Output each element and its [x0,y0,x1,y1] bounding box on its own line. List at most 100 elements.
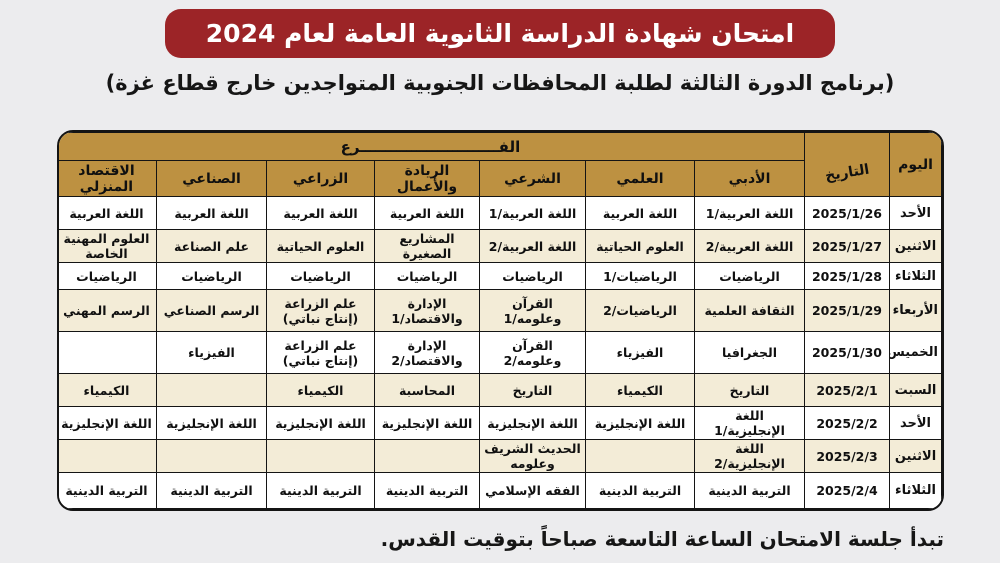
schedule-table-container: اليوم التاريخ الفـــــــــــــــــــــــ… [57,130,944,511]
branch-header-agricultural: الزراعي [266,160,375,197]
day-cell: الاثنين [889,439,942,473]
schedule-table: اليوم التاريخ الفـــــــــــــــــــــــ… [59,132,942,509]
day-cell: الأربعاء [889,289,942,332]
subject-cell: التاريخ [694,373,805,407]
subject-cell: القرآن وعلومه/1 [479,289,586,332]
subject-cell: اللغة العربية/2 [694,229,805,263]
subject-cell: الرسم الصناعي [156,289,267,332]
branch-header-literary: الأدبي [694,160,805,197]
subject-cell: الإدارة والاقتصاد/1 [374,289,480,332]
subject-cell: اللغة الإنجليزية/1 [694,406,805,440]
subject-cell: اللغة العربية [374,196,480,230]
table-row: الاثنين 2025/1/27 اللغة العربية/2 العلوم… [59,229,942,263]
subject-cell: اللغة الإنجليزية [585,406,695,440]
subject-cell: التربية الدينية [266,472,375,509]
subject-cell: الكيمياء [59,373,158,407]
subject-cell: الرياضيات [374,262,480,290]
subject-cell: اللغة العربية [266,196,375,230]
subject-cell: الرسم المهني [59,289,158,332]
subject-cell: اللغة العربية [156,196,267,230]
subject-cell: التربية الدينية [59,472,158,509]
subject-cell: التربية الدينية [694,472,805,509]
branch-header-sharia: الشرعي [479,160,586,197]
table-row: الخميس 2025/1/30 الجغرافيا الفيزياء القر… [59,331,942,374]
table-row: الاثنين 2025/2/3 اللغة الإنجليزية/2 الحد… [59,439,942,473]
day-cell: الأحد [889,406,942,440]
date-cell: 2025/1/29 [804,289,890,332]
subject-cell: الكيمياء [585,373,695,407]
exam-title: امتحان شهادة الدراسة الثانوية العامة لعا… [205,19,795,48]
subject-cell: علم الزراعة (إنتاج نباتي) [266,331,375,374]
subject-cell: التربية الدينية [374,472,480,509]
exam-time-note: تبدأ جلسة الامتحان الساعة التاسعة صباحاً… [380,527,944,551]
subject-cell: اللغة العربية/1 [694,196,805,230]
subject-cell [59,439,158,473]
subject-cell: الفقه الإسلامي [479,472,586,509]
branch-header-home-economics: الاقتصاد المنزلي [59,160,158,197]
subject-cell [59,331,158,374]
subject-cell: اللغة الإنجليزية/2 [694,439,805,473]
table-row: الثلاثاء 2025/2/4 التربية الدينية التربي… [59,472,942,509]
subject-cell: الرياضيات [156,262,267,290]
subject-cell: الفيزياء [585,331,695,374]
subject-cell: الجغرافيا [694,331,805,374]
subject-cell: اللغة الإنجليزية [156,406,267,440]
table-row: الأحد 2025/2/2 اللغة الإنجليزية/1 اللغة … [59,406,942,440]
subject-cell: الإدارة والاقتصاد/2 [374,331,480,374]
subject-cell: المحاسبة [374,373,480,407]
subject-cell: اللغة العربية/1 [479,196,586,230]
subject-cell: التربية الدينية [156,472,267,509]
date-cell: 2025/2/3 [804,439,890,473]
day-cell: الثلاثاء [889,472,942,509]
branch-header-scientific: العلمي [585,160,695,197]
day-cell: الاثنين [889,229,942,263]
subject-cell: العلوم المهنية الخاصة [59,229,158,263]
subject-cell [156,439,267,473]
subject-cell: الرياضيات [694,262,805,290]
branch-group-header: الفـــــــــــــــــــــــــــرع [59,132,806,161]
subject-cell: العلوم الحياتية [266,229,375,263]
subject-cell: المشاريع الصغيرة [374,229,480,263]
branch-header-entrepreneurship: الريادة والأعمال [374,160,480,197]
exam-title-banner: امتحان شهادة الدراسة الثانوية العامة لعا… [165,9,835,58]
subject-cell: الرياضيات [479,262,586,290]
subject-cell: الرياضيات/2 [585,289,695,332]
day-cell: الأحد [889,196,942,230]
date-cell: 2025/2/1 [804,373,890,407]
subject-cell: القرآن وعلومه/2 [479,331,586,374]
subject-cell: اللغة الإنجليزية [479,406,586,440]
date-cell: 2025/2/2 [804,406,890,440]
subject-cell [266,439,375,473]
date-column-header: التاريخ [804,132,890,197]
subject-cell: التاريخ [479,373,586,407]
date-cell: 2025/1/28 [804,262,890,290]
subject-cell: اللغة الإنجليزية [266,406,375,440]
table-row: السبت 2025/2/1 التاريخ الكيمياء التاريخ … [59,373,942,407]
subject-cell [156,373,267,407]
table-row: الثلاثاء 2025/1/28 الرياضيات الرياضيات/1… [59,262,942,290]
subject-cell: الكيمياء [266,373,375,407]
subject-cell: الرياضيات [266,262,375,290]
subject-cell: العلوم الحياتية [585,229,695,263]
date-cell: 2025/1/30 [804,331,890,374]
day-column-header: اليوم [889,132,942,197]
table-row: الأربعاء 2025/1/29 الثقافة العلمية الريا… [59,289,942,332]
subject-cell: الفيزياء [156,331,267,374]
subject-cell: الثقافة العلمية [694,289,805,332]
date-cell: 2025/1/27 [804,229,890,263]
date-cell: 2025/2/4 [804,472,890,509]
date-column-header-label: التاريخ [823,161,871,184]
day-cell: السبت [889,373,942,407]
program-subtitle: (برنامج الدورة الثالثة لطلبة المحافظات ا… [105,71,895,95]
table-row: الأحد 2025/1/26 اللغة العربية/1 اللغة ال… [59,196,942,230]
day-cell: الثلاثاء [889,262,942,290]
subject-cell [585,439,695,473]
subject-cell: اللغة العربية/2 [479,229,586,263]
subject-cell: اللغة العربية [585,196,695,230]
subject-cell: اللغة العربية [59,196,158,230]
date-cell: 2025/1/26 [804,196,890,230]
subject-cell: التربية الدينية [585,472,695,509]
subject-cell: الحديث الشريف وعلومه [479,439,586,473]
subject-cell: الرياضيات [59,262,158,290]
